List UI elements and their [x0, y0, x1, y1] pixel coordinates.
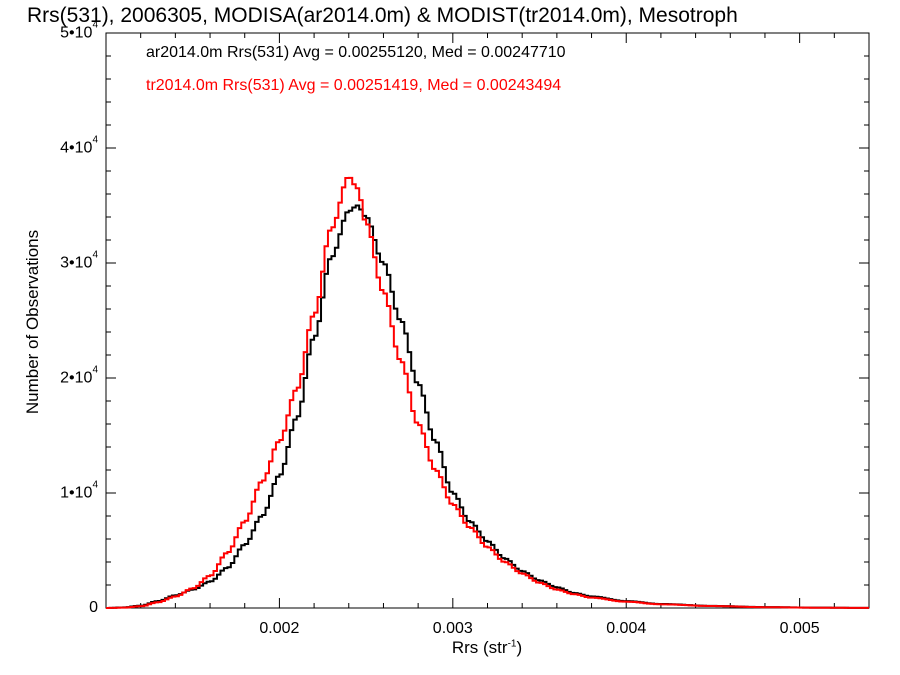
y-tick-exponent: 4 — [92, 134, 98, 146]
y-tick-label-text: 5•10 — [60, 24, 93, 42]
x-tick-label: 0.002 — [259, 620, 300, 637]
y-tick-exponent: 4 — [92, 19, 98, 31]
x-axis-label-sup: -1 — [507, 638, 517, 650]
plot-frame — [105, 32, 870, 609]
y-tick-label: 5•104 — [60, 19, 98, 42]
y-tick-label: 0 — [89, 599, 98, 617]
x-tick-label: 0.003 — [432, 620, 473, 637]
y-tick-label: 4•104 — [60, 134, 98, 157]
y-tick-label: 1•104 — [60, 479, 98, 502]
y-tick-label-text: 2•10 — [60, 369, 93, 387]
y-tick-label-text: 3•10 — [60, 254, 93, 272]
y-tick-label-text: 0 — [89, 599, 98, 616]
axis-ticks — [106, 32, 870, 609]
y-tick-exponent: 4 — [92, 479, 98, 491]
x-tick-label: 0.005 — [779, 620, 820, 637]
x-axis-label-close: ) — [516, 638, 523, 657]
series-group — [106, 176, 869, 609]
legend-entry-tr2014: tr2014.0m Rrs(531) Avg = 0.00251419, Med… — [146, 77, 562, 94]
x-axis-label-text: Rrs (str — [451, 638, 508, 657]
chart-title: Rrs(531), 2006305, MODISA(ar2014.0m) & M… — [27, 4, 738, 27]
x-tick-label: 0.004 — [606, 620, 647, 637]
y-tick-exponent: 4 — [92, 364, 98, 376]
y-tick-label: 2•104 — [60, 364, 98, 387]
legend-entry-ar2014: ar2014.0m Rrs(531) Avg = 0.00255120, Med… — [146, 44, 566, 61]
series-line-tr2014-0m — [106, 176, 869, 609]
y-tick-label-text: 1•10 — [60, 484, 93, 502]
x-axis-label: Rrs (str-1) — [452, 638, 522, 658]
y-tick-exponent: 4 — [92, 249, 98, 261]
y-tick-label: 3•104 — [60, 249, 98, 272]
y-tick-label-text: 4•10 — [60, 139, 93, 157]
